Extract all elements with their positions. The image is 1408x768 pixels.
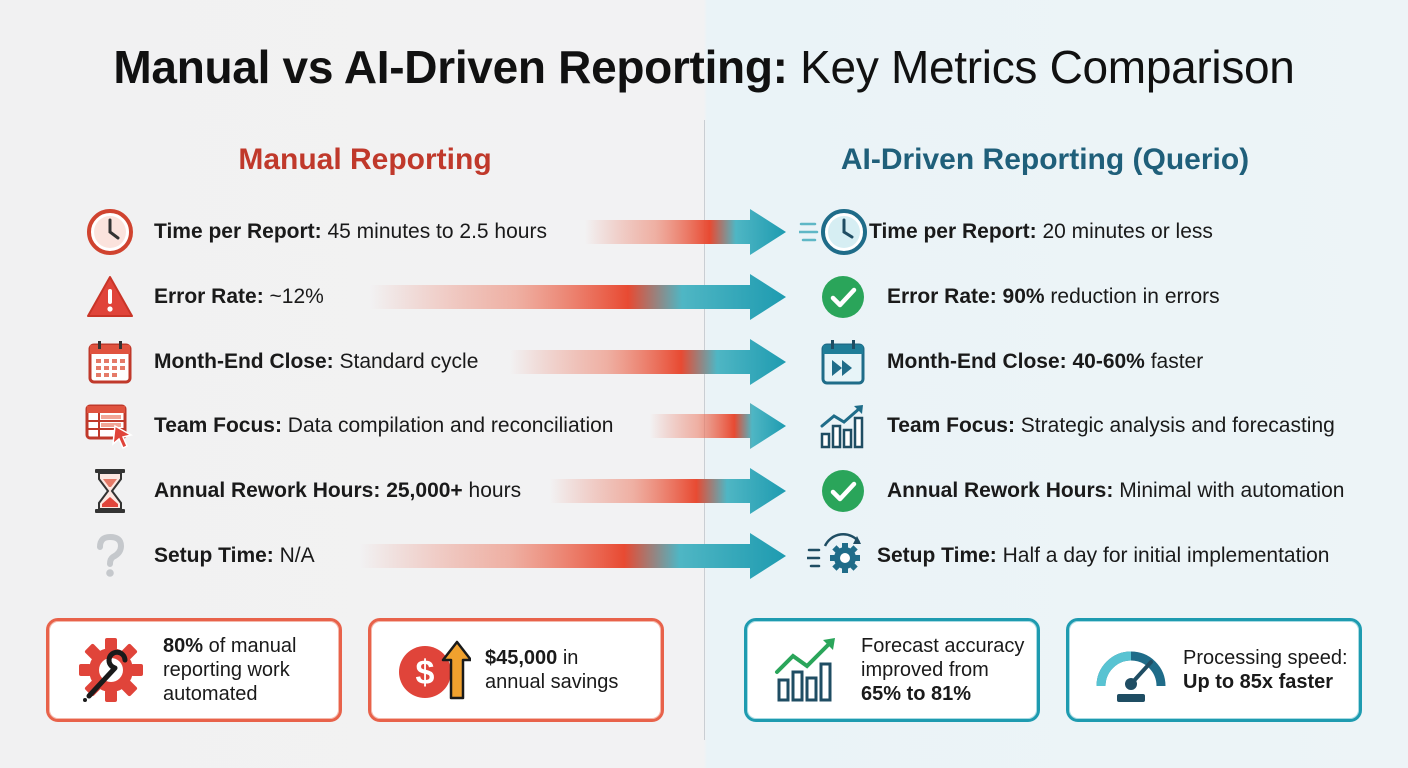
dollar-arrow-icon: $ — [393, 630, 473, 710]
arrow-error — [370, 274, 786, 320]
gear-wrench-icon — [71, 630, 151, 710]
manual-row-close: Month-End Close: Standard cycle — [84, 337, 478, 387]
ai-row-error: Error Rate: 90% reduction in errors — [817, 272, 1220, 322]
spreadsheet-cursor-icon — [84, 401, 136, 451]
question-icon — [84, 531, 136, 581]
arrow-time — [585, 209, 786, 255]
card-savings: $ $45,000 in annual savings — [368, 618, 664, 722]
card-speed: Processing speed: Up to 85x faster — [1066, 618, 1362, 722]
growth-chart-icon — [817, 401, 869, 451]
manual-row-setup: Setup Time: N/A — [84, 531, 315, 581]
ai-row-time: Time per Report: 20 minutes or less — [799, 207, 1213, 257]
check-circle-icon — [817, 272, 869, 322]
manual-row-rework: Annual Rework Hours: 25,000+ hours — [84, 466, 521, 516]
arrow-close — [510, 339, 786, 385]
ai-heading: AI-Driven Reporting (Querio) — [840, 143, 1250, 176]
fast-gear-icon — [807, 531, 869, 581]
manual-heading: Manual Reporting — [238, 143, 492, 176]
arrow-rework — [550, 468, 786, 514]
ai-row-focus: Team Focus: Strategic analysis and forec… — [817, 401, 1335, 451]
manual-row-focus: Team Focus: Data compilation and reconci… — [84, 401, 614, 451]
ai-row-rework: Annual Rework Hours: Minimal with automa… — [817, 466, 1344, 516]
fast-clock-icon — [799, 207, 869, 257]
ai-row-setup: Setup Time: Half a day for initial imple… — [807, 531, 1329, 581]
calendar-icon — [84, 337, 136, 387]
warning-icon — [84, 272, 136, 322]
card-forecast: Forecast accuracy improved from 65% to 8… — [744, 618, 1040, 722]
arrow-setup — [360, 533, 786, 579]
svg-text:$: $ — [416, 654, 435, 692]
page-title: Manual vs AI-Driven Reporting: Key Metri… — [113, 41, 1295, 93]
manual-row-time: Time per Report: 45 minutes to 2.5 hours — [84, 207, 547, 257]
arrow-focus — [650, 403, 786, 449]
check-circle-icon — [817, 466, 869, 516]
calendar-fast-forward-icon — [817, 337, 869, 387]
ai-row-close: Month-End Close: 40-60% faster — [817, 337, 1203, 387]
hourglass-icon — [84, 466, 136, 516]
speedometer-icon — [1091, 630, 1171, 710]
trend-chart-icon — [769, 630, 849, 710]
clock-icon — [84, 207, 136, 257]
manual-row-error: Error Rate: ~12% — [84, 272, 324, 322]
card-automation: 80% of manual reporting work automated — [46, 618, 342, 722]
